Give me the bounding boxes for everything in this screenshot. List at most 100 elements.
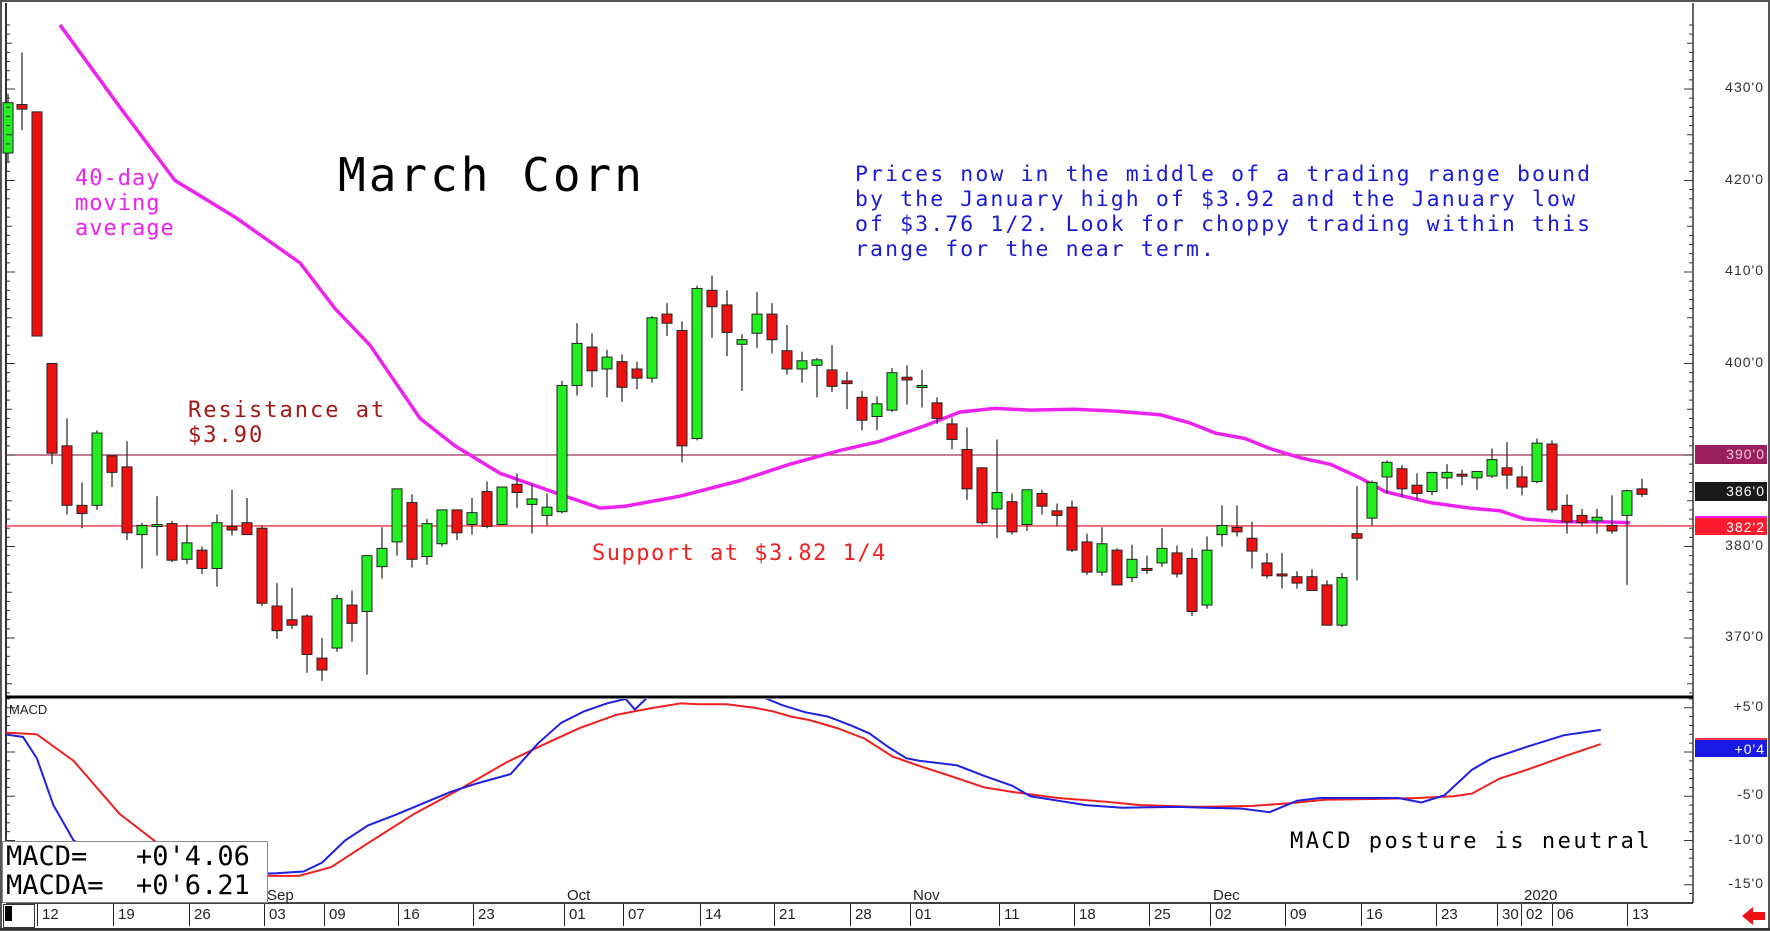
date-tick-label: 06 (1552, 904, 1574, 926)
candle (1426, 471, 1438, 496)
candle (1246, 521, 1258, 569)
candle-body (1096, 543, 1108, 573)
candle-body (226, 525, 238, 531)
candle (646, 315, 658, 383)
candle (1561, 494, 1573, 534)
candle (586, 333, 598, 388)
candle-body (691, 287, 703, 440)
macd-posture-note: MACD posture is neutral (1290, 829, 1653, 854)
date-tick-label: 09 (324, 904, 346, 926)
candle-body (961, 449, 973, 490)
candle (661, 303, 673, 337)
scroll-left-arrow-icon[interactable] (1742, 905, 1766, 927)
candle-body (361, 555, 373, 612)
candle-body (391, 488, 403, 543)
candle (811, 358, 823, 398)
scroll-handle-grip[interactable] (5, 906, 12, 921)
candle-body (1366, 481, 1378, 519)
moving-average-label: 40-day moving average (75, 166, 175, 241)
candle (1546, 440, 1558, 513)
candle (61, 418, 73, 515)
candle-body (781, 350, 793, 370)
candle-body (1006, 501, 1018, 533)
candle (481, 481, 493, 529)
candle-body (91, 432, 103, 506)
candle-body (1486, 459, 1498, 477)
candle (106, 455, 118, 488)
resistance-label: Resistance at $3.90 (188, 398, 387, 448)
candle-body (496, 486, 508, 526)
candle (271, 583, 283, 639)
date-tick-label: 07 (623, 904, 645, 926)
month-label: Oct (567, 887, 591, 904)
candle (631, 361, 643, 390)
price-tick-label: 410'0 (1725, 262, 1764, 278)
candle-body (676, 330, 688, 447)
candle-body (1036, 492, 1048, 507)
candle-body (736, 339, 748, 345)
candle (361, 555, 373, 675)
candle-body (586, 346, 598, 372)
candle-body (1111, 549, 1123, 586)
candle (1081, 533, 1093, 575)
candle-body (946, 423, 958, 440)
macd-line (6, 699, 1601, 882)
candle-body (2, 102, 14, 154)
candle-body (931, 402, 943, 419)
candle (1201, 536, 1213, 609)
candle-body (331, 598, 343, 649)
candle-body (616, 361, 628, 388)
candle (2, 93, 14, 163)
candle-body (436, 509, 448, 545)
date-tick-label: 02 (1521, 904, 1543, 926)
candle (331, 594, 343, 652)
candle-body (1231, 526, 1243, 533)
month-label: 2020 (1524, 887, 1558, 904)
candle-body (1171, 552, 1183, 575)
candle-body (1216, 524, 1228, 536)
candle (1501, 442, 1513, 489)
candle-body (31, 111, 43, 337)
candle (121, 441, 133, 541)
candle-body (1261, 562, 1273, 577)
candle (1051, 503, 1063, 527)
candle-body (76, 504, 88, 515)
candle (346, 590, 358, 642)
candle-body (136, 524, 148, 536)
candle-body (16, 104, 28, 110)
candle (241, 498, 253, 536)
candle-body (826, 369, 838, 387)
candle (961, 427, 973, 500)
candle (256, 525, 268, 606)
candle-body (1066, 506, 1078, 551)
candle-body (106, 455, 118, 473)
support-label: Support at $3.82 1/4 (592, 541, 887, 566)
date-tick-label: 23 (473, 904, 495, 926)
price-tick-label: 370'0 (1725, 628, 1764, 644)
candle-body (631, 368, 643, 379)
candle (46, 363, 58, 465)
candle (1576, 508, 1588, 527)
candle (721, 290, 733, 357)
candle-body (346, 604, 358, 624)
candle (391, 488, 403, 556)
candle (1396, 465, 1408, 498)
candle (1306, 569, 1318, 591)
candle-body (1501, 467, 1513, 476)
candle-body (1381, 461, 1393, 478)
candle (1261, 552, 1273, 579)
candle-body (46, 363, 58, 454)
candle (1066, 500, 1078, 552)
date-tick-label: 02 (1210, 904, 1232, 926)
candle (316, 638, 328, 682)
candle (1531, 438, 1543, 484)
date-tick-label: 21 (774, 904, 796, 926)
candle (1216, 505, 1228, 547)
candle-body (1156, 547, 1168, 564)
candle (1321, 580, 1333, 626)
candle (1126, 544, 1138, 583)
date-tick-label: 13 (1627, 904, 1649, 926)
candle-body (166, 523, 178, 561)
candle-body (271, 605, 283, 632)
candle-body (766, 313, 778, 341)
